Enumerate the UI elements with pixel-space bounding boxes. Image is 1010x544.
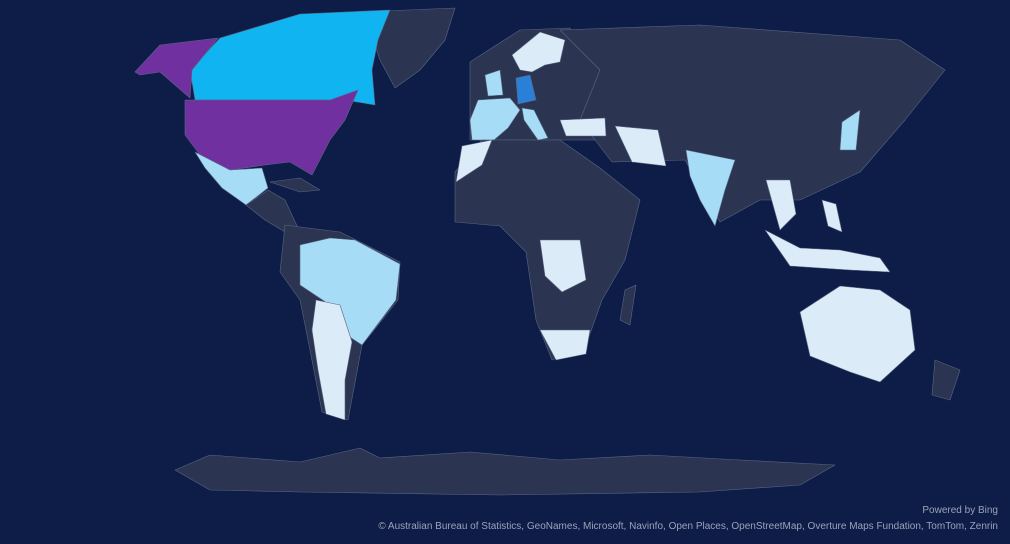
new-zealand[interactable] <box>931 359 961 401</box>
drc[interactable] <box>539 239 587 293</box>
brazil[interactable] <box>299 237 401 346</box>
caribbean[interactable] <box>269 177 321 193</box>
philippines[interactable] <box>821 199 843 233</box>
madagascar[interactable] <box>619 284 637 326</box>
argentina[interactable] <box>311 299 353 421</box>
turkey[interactable] <box>559 117 607 137</box>
map-attribution: © Australian Bureau of Statistics, GeoNa… <box>378 521 998 532</box>
powered-by-bing: Powered by Bing <box>922 505 998 516</box>
australia[interactable] <box>799 285 916 383</box>
japan[interactable] <box>839 109 861 151</box>
scandinavia[interactable] <box>511 31 566 73</box>
morocco-sahara[interactable] <box>455 139 493 183</box>
alaska[interactable] <box>134 37 219 99</box>
south-africa[interactable] <box>539 329 591 361</box>
canada[interactable] <box>189 9 391 106</box>
germany[interactable] <box>515 74 537 105</box>
france-spain[interactable] <box>469 97 521 141</box>
uk[interactable] <box>484 69 504 97</box>
india[interactable] <box>685 149 736 227</box>
indonesia[interactable] <box>764 229 891 273</box>
iran[interactable] <box>614 125 667 167</box>
southeast-asia[interactable] <box>765 179 797 231</box>
antarctica[interactable] <box>174 447 836 496</box>
italy[interactable] <box>521 107 549 141</box>
usa[interactable] <box>184 89 359 176</box>
mexico[interactable] <box>194 151 269 206</box>
